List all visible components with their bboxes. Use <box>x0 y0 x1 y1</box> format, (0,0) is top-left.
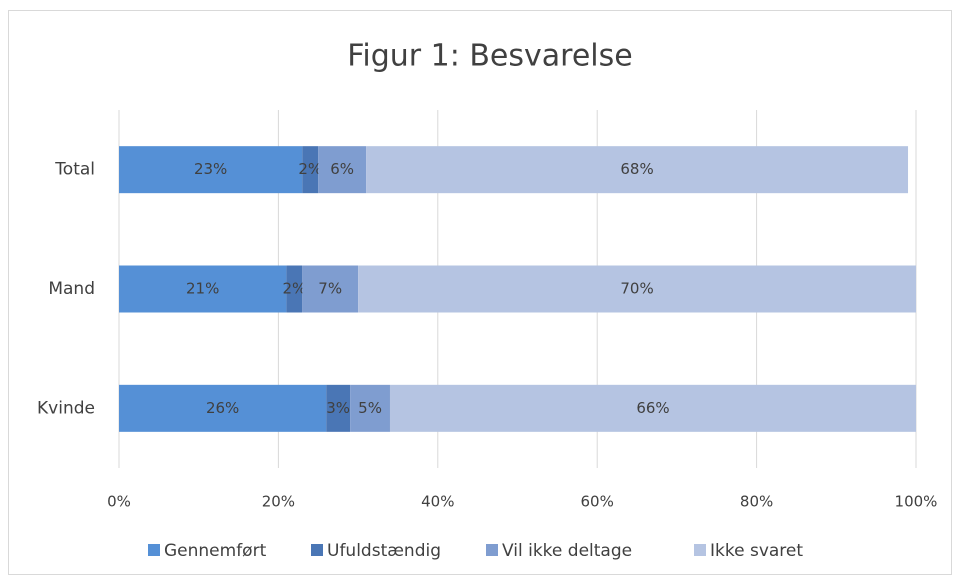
data-label: 7% <box>318 280 342 298</box>
data-label: 3% <box>326 399 350 417</box>
data-label: 2% <box>282 280 306 298</box>
chart-title: Figur 1: Besvarelse <box>347 39 632 74</box>
x-tick-label: 20% <box>262 493 295 511</box>
data-label: 70% <box>620 280 653 298</box>
data-label: 2% <box>298 160 322 178</box>
legend-swatch <box>694 544 706 556</box>
bar-segment <box>119 384 327 432</box>
y-tick-label: Kvinde <box>37 398 95 418</box>
data-label: 23% <box>194 160 227 178</box>
bar-segment <box>302 146 319 194</box>
legend-label: Gennemført <box>164 541 267 561</box>
legend-swatch <box>311 544 323 556</box>
bar-segment <box>302 265 359 313</box>
data-label: 5% <box>358 399 382 417</box>
legend-label: Ufuldstændig <box>327 541 441 561</box>
x-tick-label: 80% <box>740 493 773 511</box>
data-label: 26% <box>206 399 239 417</box>
data-label: 68% <box>620 160 653 178</box>
bar-segment <box>318 146 367 194</box>
bar-segment <box>119 265 287 313</box>
y-tick-label: Total <box>54 160 95 180</box>
bar-segment <box>326 384 351 432</box>
bar-segment <box>286 265 303 313</box>
x-tick-label: 0% <box>107 493 131 511</box>
bar-segment <box>119 146 303 194</box>
bar-segment <box>366 146 909 194</box>
x-tick-label: 100% <box>895 493 938 511</box>
legend-label: Ikke svaret <box>710 541 803 561</box>
bar-segment <box>350 384 390 432</box>
legend-swatch <box>486 544 498 556</box>
legend-label: Vil ikke deltage <box>502 541 632 561</box>
data-label: 6% <box>330 160 354 178</box>
data-label: 66% <box>636 399 669 417</box>
bar-segment <box>389 384 917 432</box>
data-label: 21% <box>186 280 219 298</box>
x-tick-label: 40% <box>421 493 454 511</box>
x-tick-label: 60% <box>581 493 614 511</box>
bar-segment <box>358 265 917 313</box>
legend-swatch <box>148 544 160 556</box>
y-tick-label: Mand <box>48 279 95 299</box>
